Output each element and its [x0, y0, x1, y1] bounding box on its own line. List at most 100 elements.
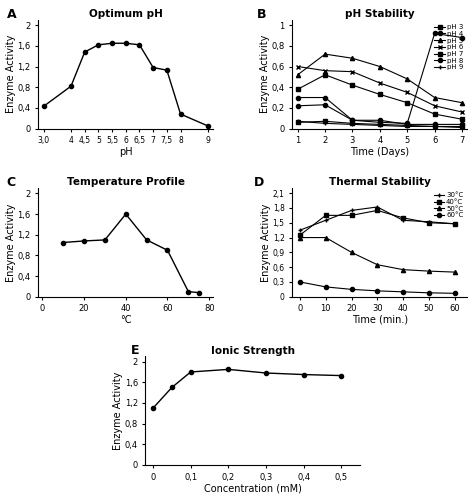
pH 3: [376, 122, 382, 128]
40°C: [374, 208, 379, 214]
pH 5: [376, 64, 382, 70]
Y-axis label: Enzyme Activity: Enzyme Activity: [260, 204, 270, 282]
pH 7: [294, 86, 300, 92]
pH 7: [376, 92, 382, 98]
pH 3: [294, 120, 300, 126]
pH 4: [376, 118, 382, 124]
X-axis label: Time (min.): Time (min.): [351, 315, 407, 325]
pH 6: [458, 109, 464, 115]
Line: pH 4: pH 4: [295, 102, 463, 126]
pH 9: [458, 124, 464, 130]
Line: 50°C: 50°C: [297, 236, 456, 274]
pH 8: [322, 94, 327, 100]
pH 6: [294, 64, 300, 70]
pH 4: [431, 122, 436, 128]
pH 8: [294, 94, 300, 100]
Y-axis label: Enzyme Activity: Enzyme Activity: [6, 35, 16, 114]
Text: A: A: [7, 8, 16, 21]
Line: pH 3: pH 3: [295, 119, 463, 128]
Text: E: E: [130, 344, 139, 358]
Title: pH Stability: pH Stability: [344, 9, 414, 19]
Title: Optimum pH: Optimum pH: [89, 9, 162, 19]
Line: 30°C: 30°C: [297, 205, 456, 232]
30°C: [322, 218, 328, 224]
30°C: [297, 227, 302, 233]
Title: Temperature Profile: Temperature Profile: [67, 178, 184, 188]
50°C: [451, 269, 456, 275]
Legend: pH 3, pH 4, pH 5, pH 6, pH 7, pH 8, pH 9: pH 3, pH 4, pH 5, pH 6, pH 7, pH 8, pH 9: [433, 24, 463, 71]
40°C: [297, 232, 302, 238]
40°C: [425, 220, 431, 226]
Text: B: B: [257, 8, 266, 21]
Line: pH 7: pH 7: [295, 72, 463, 122]
pH 3: [322, 118, 327, 124]
pH 4: [349, 118, 355, 124]
30°C: [451, 221, 456, 227]
Line: 40°C: 40°C: [297, 208, 456, 237]
pH 5: [294, 72, 300, 78]
pH 8: [404, 120, 409, 126]
50°C: [322, 234, 328, 240]
30°C: [374, 204, 379, 210]
60°C: [348, 286, 354, 292]
Text: C: C: [7, 176, 16, 189]
pH 9: [322, 120, 327, 126]
50°C: [297, 234, 302, 240]
Text: D: D: [253, 176, 263, 189]
pH 3: [404, 122, 409, 128]
X-axis label: pH: pH: [119, 146, 132, 156]
Line: pH 8: pH 8: [295, 32, 463, 126]
pH 9: [431, 124, 436, 130]
50°C: [374, 262, 379, 268]
30°C: [425, 219, 431, 225]
pH 5: [458, 100, 464, 105]
pH 5: [349, 55, 355, 61]
pH 8: [376, 120, 382, 126]
40°C: [322, 212, 328, 218]
pH 4: [322, 102, 327, 108]
Y-axis label: Enzyme Activity: Enzyme Activity: [6, 204, 16, 282]
pH 7: [458, 116, 464, 122]
pH 6: [322, 68, 327, 73]
pH 7: [404, 100, 409, 105]
60°C: [374, 288, 379, 294]
60°C: [425, 290, 431, 296]
pH 3: [458, 124, 464, 130]
Title: Ionic Strength: Ionic Strength: [210, 346, 294, 356]
pH 5: [404, 76, 409, 82]
Y-axis label: Enzyme Activity: Enzyme Activity: [113, 372, 123, 450]
pH 8: [458, 34, 464, 40]
pH 9: [404, 124, 409, 130]
pH 5: [431, 94, 436, 100]
pH 9: [376, 122, 382, 128]
pH 9: [349, 122, 355, 128]
Y-axis label: Enzyme Activity: Enzyme Activity: [259, 35, 269, 114]
X-axis label: °C: °C: [120, 315, 131, 325]
pH 7: [349, 82, 355, 88]
pH 6: [404, 90, 409, 96]
30°C: [399, 218, 405, 224]
pH 9: [294, 118, 300, 124]
40°C: [348, 212, 354, 218]
pH 6: [376, 80, 382, 86]
pH 3: [431, 124, 436, 130]
pH 4: [458, 122, 464, 128]
pH 4: [404, 122, 409, 128]
50°C: [399, 266, 405, 272]
60°C: [399, 289, 405, 295]
30°C: [348, 208, 354, 214]
pH 5: [322, 51, 327, 57]
Title: Thermal Stability: Thermal Stability: [328, 178, 430, 188]
pH 8: [431, 30, 436, 36]
40°C: [451, 221, 456, 227]
40°C: [399, 215, 405, 221]
Line: pH 6: pH 6: [295, 64, 463, 114]
pH 4: [294, 103, 300, 109]
pH 7: [322, 72, 327, 78]
60°C: [322, 284, 328, 290]
50°C: [348, 250, 354, 256]
Line: 60°C: 60°C: [297, 280, 456, 295]
X-axis label: Concentration (mM): Concentration (mM): [203, 483, 301, 493]
60°C: [297, 279, 302, 285]
60°C: [451, 290, 456, 296]
